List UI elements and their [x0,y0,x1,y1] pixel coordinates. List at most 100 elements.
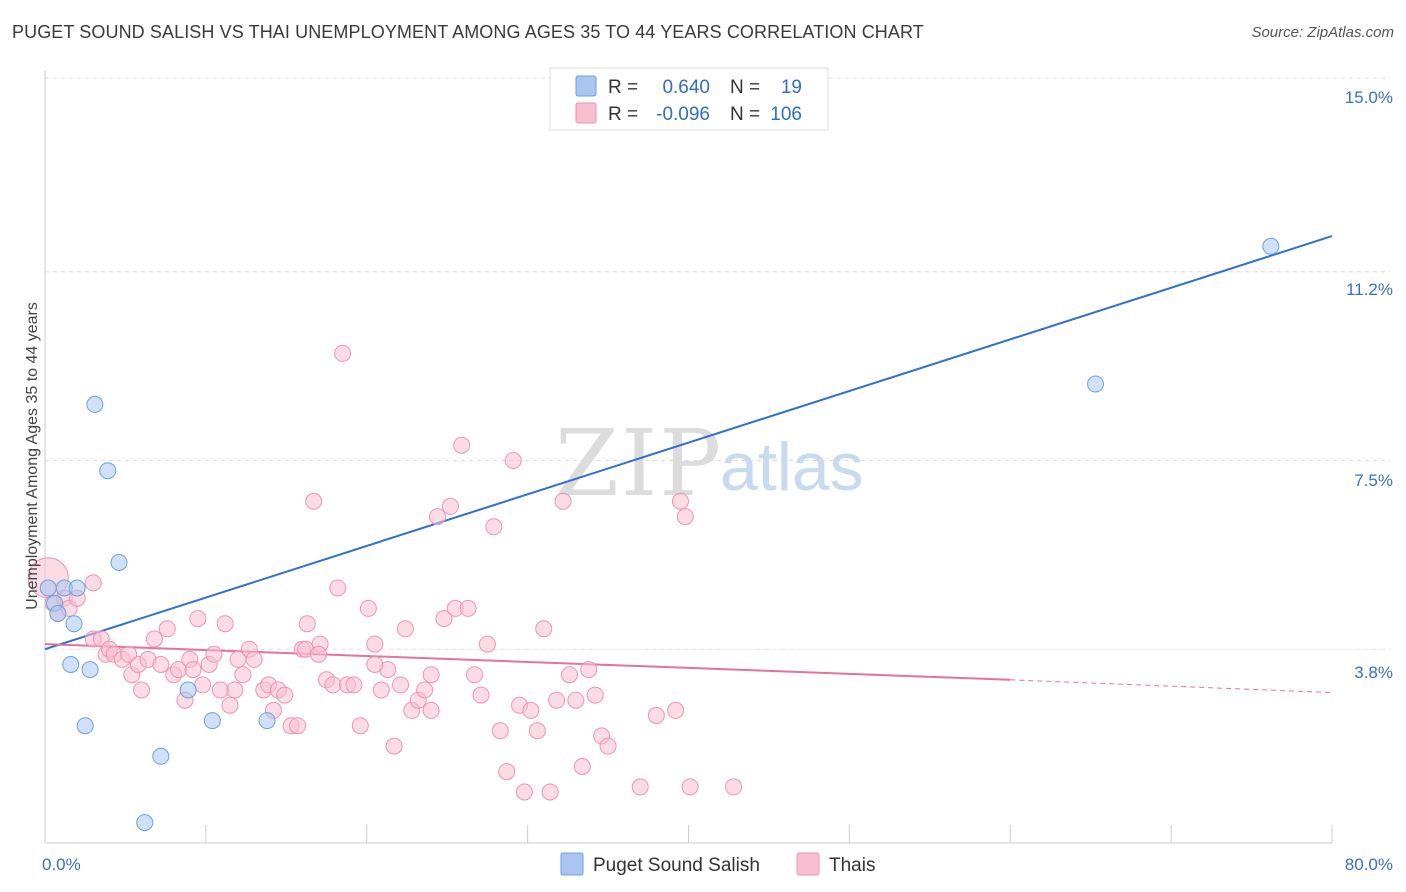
data-point-thais [560,666,578,684]
data-point-thais [491,722,509,740]
data-point-puget-sound-salish [136,814,154,832]
y-tick-label: 7.5% [1354,471,1393,490]
data-point-thais [359,599,377,617]
data-point-puget-sound-salish [203,712,221,730]
data-point-thais [485,518,503,536]
data-point-thais [184,661,202,679]
data-point-thais [725,778,743,796]
data-point-thais [158,620,176,638]
data-point-thais [305,492,323,510]
data-point-thais [366,635,384,653]
data-point-thais [599,737,617,755]
data-point-thais [334,344,352,362]
data-point-thais [189,610,207,628]
legend-r-label: R = [608,77,638,98]
data-point-thais [422,701,440,719]
data-point-thais [422,666,440,684]
data-point-thais [676,508,694,526]
data-point-thais [324,676,342,694]
data-point-thais [573,758,591,775]
x-ticks [205,825,1333,843]
bottom-legend-label: Thais [829,855,875,876]
data-point-thais [498,763,516,781]
y-tick-label: 3.8% [1354,663,1393,682]
data-point-puget-sound-salish [99,462,117,480]
data-point-thais [234,666,252,684]
bottom-legend-label: Puget Sound Salish [593,855,760,876]
y-axis-label: Unemployment Among Ages 35 to 44 years [24,302,41,610]
data-point-thais [541,783,559,801]
data-point-puget-sound-salish [39,579,57,597]
data-point-thais [528,722,546,740]
data-point-thais [441,497,459,515]
data-point-thais [586,686,604,704]
data-point-thais [372,681,390,699]
data-point-thais [152,656,170,673]
data-point-thais [396,620,414,638]
data-point-thais [329,579,347,597]
data-point-thais [631,778,649,796]
data-point-thais [226,681,244,699]
data-point-thais [580,661,598,679]
points-puget-sound-salish [39,237,1280,832]
data-point-thais [366,656,384,673]
data-point-puget-sound-salish [49,605,67,622]
legend-r-value: 0.640 [662,77,710,98]
data-point-thais [145,630,163,648]
legend-swatch-puget-sound-salish [575,75,597,97]
data-point-puget-sound-salish [110,554,128,571]
trend-line-thais-extension [1010,679,1333,694]
data-point-puget-sound-salish [258,712,276,730]
legend-n-label: N = [730,77,760,98]
y-tick-label: 15.0% [1345,88,1393,107]
data-point-thais [681,778,699,796]
data-point-puget-sound-salish [152,747,170,765]
data-point-puget-sound-salish [76,717,94,735]
watermark-zip: ZIP [555,410,723,517]
data-point-thais [392,676,410,694]
bottom-legend: Puget Sound Salish Thais [560,852,875,876]
x-tick-label: 80.0% [1345,855,1393,874]
data-point-thais [554,492,572,510]
gridlines [45,77,1390,650]
data-point-thais [351,717,369,735]
data-point-thais [416,681,434,699]
data-point-thais [478,635,496,653]
source-label: Source: ZipAtlas.com [1251,24,1394,41]
data-point-thais [194,676,212,694]
data-point-puget-sound-salish [86,395,104,413]
trend-line-puget-sound-salish [44,235,1333,651]
data-point-thais [429,508,447,526]
x-tick-label: 0.0% [42,855,81,874]
data-point-thais [472,686,490,704]
legend-n-value: 106 [770,104,802,125]
data-point-thais [211,681,229,699]
data-point-puget-sound-salish [62,656,80,673]
trend-line-thais [44,643,1011,681]
data-point-thais [276,686,294,704]
legend-n-value: 19 [781,77,802,98]
data-point-thais [515,783,533,801]
data-point-thais [309,645,327,663]
data-point-puget-sound-salish [179,681,197,699]
data-point-thais [647,707,665,724]
data-point-thais [205,645,223,663]
chart-title: PUGET SOUND SALISH VS THAI UNEMPLOYMENT … [12,22,924,42]
data-point-thais [522,701,540,719]
y-tick-label: 11.2% [1346,280,1393,299]
data-point-puget-sound-salish [81,661,99,679]
data-point-thais [548,691,566,709]
data-point-thais [435,610,453,628]
data-point-puget-sound-salish [1262,237,1280,255]
data-point-thais [221,696,239,714]
data-point-thais [671,492,689,510]
data-point-thais [245,650,263,668]
legend-n-label: N = [730,104,760,125]
data-point-puget-sound-salish [68,579,86,597]
data-point-thais [133,681,151,699]
data-point-thais [504,452,522,469]
data-point-thais [466,666,484,684]
data-point-thais [84,574,102,592]
data-point-thais [385,737,403,755]
